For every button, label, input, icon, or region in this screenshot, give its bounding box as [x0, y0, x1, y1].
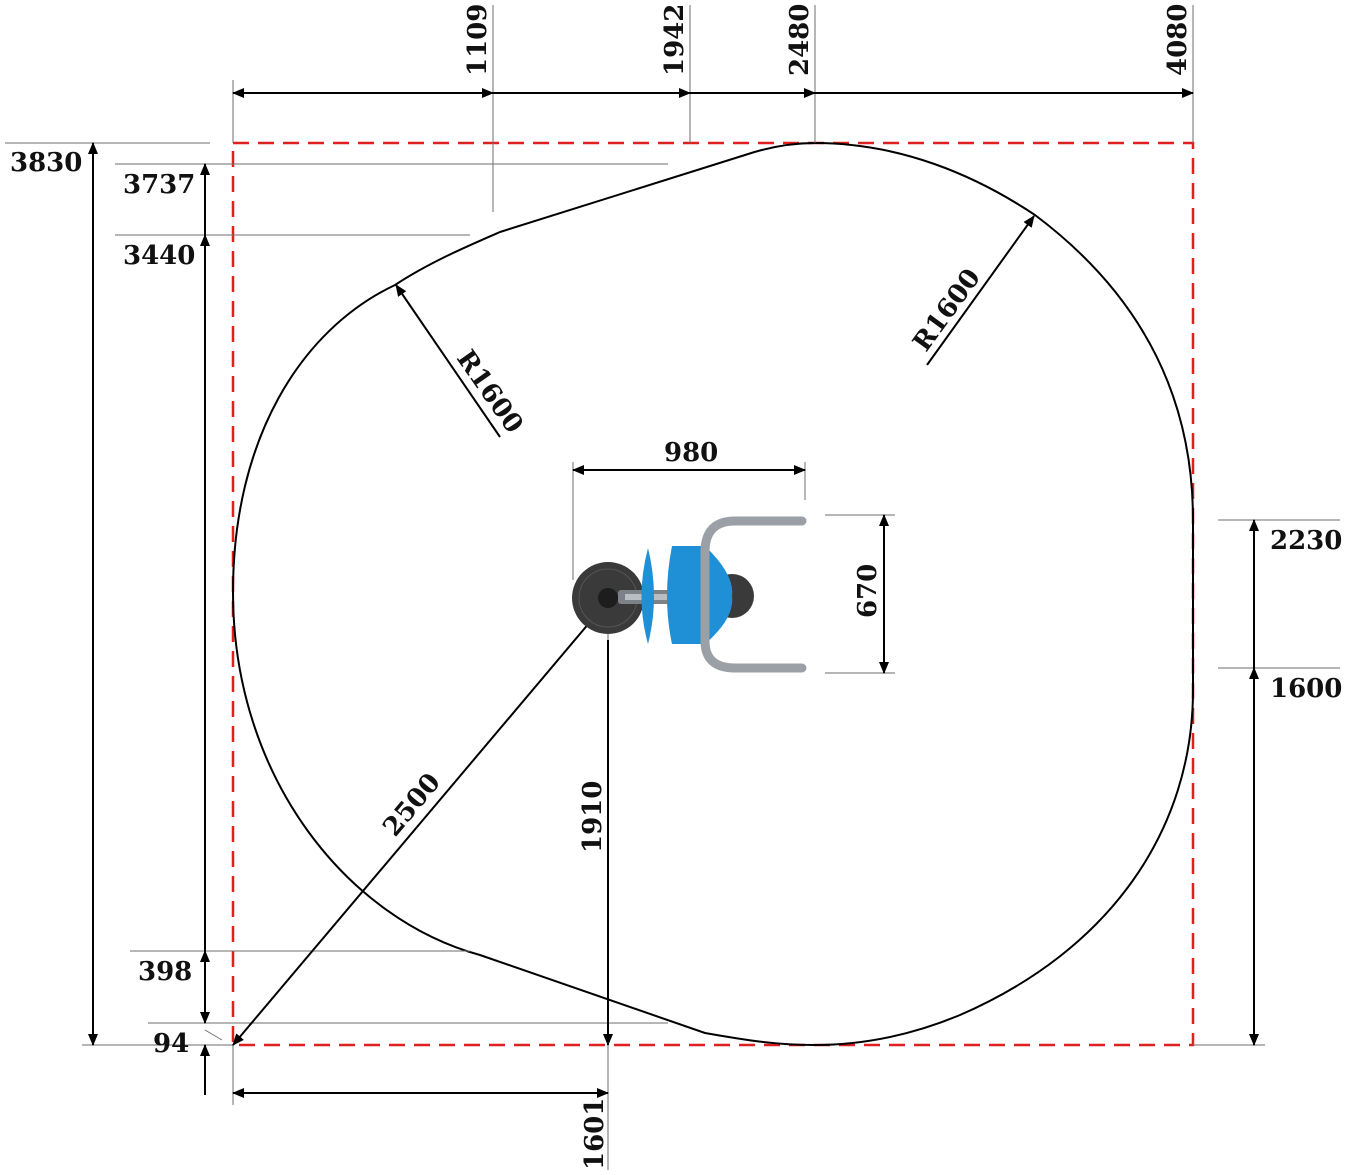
equipment-handle — [700, 516, 807, 673]
dim-equipment-depth-label: 670 — [853, 564, 883, 618]
dim-radius-left-label: R1600 — [450, 345, 528, 439]
equipment-frame-inner — [625, 594, 691, 600]
dim-top-2480: 2480 — [785, 4, 815, 76]
dim-top-1942: 1942 — [660, 4, 690, 76]
dim-vertical-1910: 1910 — [578, 781, 608, 853]
dim-top-1109: 1109 — [463, 4, 493, 76]
dim-left-3830: 3830 — [10, 148, 82, 178]
equipment-footrest — [641, 548, 654, 644]
dim-bottom-1601: 1601 — [580, 1098, 610, 1170]
dim-diagonal-2500 — [232, 621, 591, 1046]
dim-radius-left — [395, 284, 501, 438]
dim-left-398: 398 — [138, 957, 192, 987]
dim-left-3440: 3440 — [123, 241, 195, 271]
dim-radius-right-label: R1600 — [907, 263, 987, 357]
equipment-base-hub — [598, 588, 618, 608]
dim-right-1600: 1600 — [1270, 674, 1342, 704]
dim-equipment-width-label: 980 — [664, 438, 718, 468]
dim-left-94: 94 — [153, 1029, 189, 1059]
dim-right-2230: 2230 — [1270, 526, 1342, 556]
equipment-seat — [667, 546, 733, 644]
dim-top-4080: 4080 — [1163, 4, 1193, 76]
dim-left-3737: 3737 — [123, 170, 195, 200]
impact-area-outline — [231, 141, 1194, 1047]
dim-radius-right — [926, 215, 1035, 366]
ext-left-tick — [204, 1029, 223, 1041]
spring-rider-equipment — [572, 516, 807, 673]
